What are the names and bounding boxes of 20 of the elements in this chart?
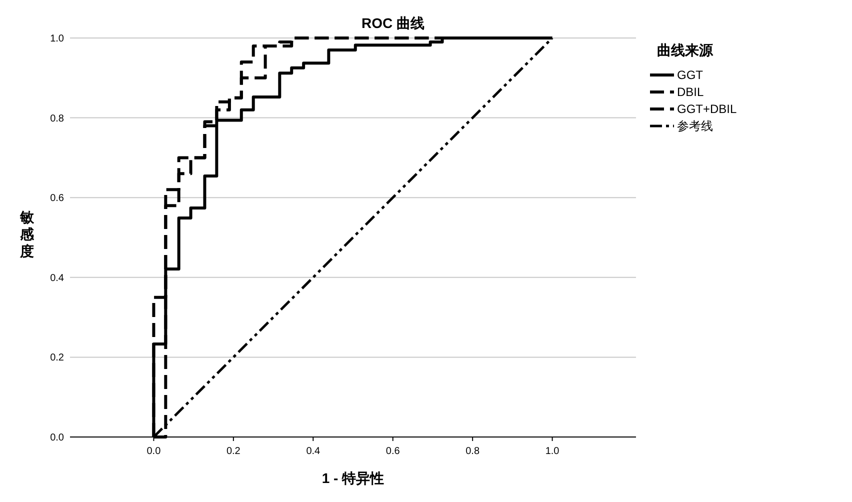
x-tick-label: 1.0	[545, 446, 560, 457]
x-tick-label: 0.4	[306, 446, 321, 457]
y-tick-label: 1.0	[50, 34, 64, 44]
y-tick-label: 0.0	[50, 432, 64, 444]
legend-label: GGT	[677, 68, 704, 82]
legend-label: 参考线	[677, 119, 713, 133]
legend-title: 曲线来源	[657, 42, 714, 58]
chart-title: ROC 曲线	[362, 15, 424, 31]
y-tick-label: 0.8	[50, 113, 64, 124]
x-tick-label: 0.2	[226, 446, 241, 457]
legend-label: GGT+DBIL	[677, 102, 738, 116]
y-tick-label: 0.2	[50, 352, 64, 364]
y-tick-label: 0.6	[50, 193, 64, 204]
y-axis-title: 敏感度	[19, 209, 35, 259]
y-tick-label: 0.4	[50, 272, 64, 284]
legend-label: DBIL	[677, 85, 704, 99]
x-axis-title: 1 - 特异性	[322, 470, 384, 486]
x-tick-label: 0.6	[386, 446, 400, 457]
x-tick-label: 0.0	[146, 446, 162, 457]
x-tick-label: 0.8	[466, 446, 480, 457]
